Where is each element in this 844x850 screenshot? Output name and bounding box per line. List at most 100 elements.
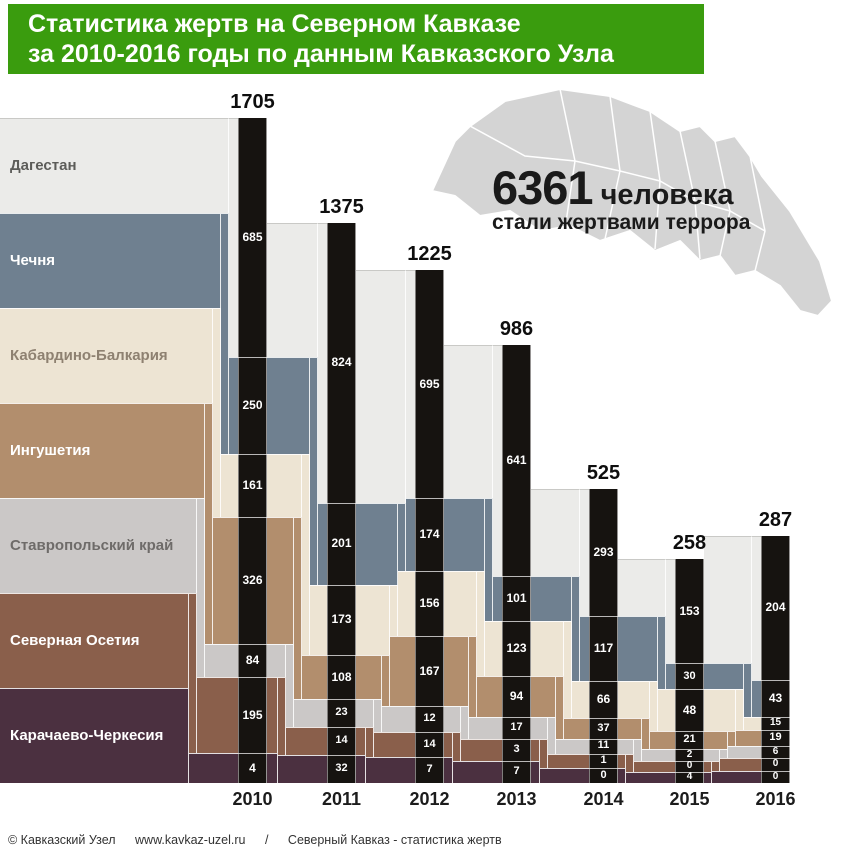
- band-segment-2: [310, 356, 318, 585]
- bar-value-label: 17: [510, 721, 523, 734]
- band-segment-1: [0, 118, 229, 213]
- bar-segment-divider: [761, 729, 790, 731]
- band-segment-6: [366, 727, 374, 758]
- region-label: Чечня: [10, 251, 56, 269]
- band-segment-5: [374, 699, 382, 732]
- bar-segment-divider: [675, 663, 704, 665]
- bar-segment-divider: [761, 770, 790, 772]
- year-axis-label: 2012: [409, 789, 450, 809]
- bar-value-label: 43: [768, 690, 783, 705]
- bar-segment-divider: [415, 757, 444, 759]
- band-segment-6: [278, 676, 286, 755]
- band-segment-5: [0, 498, 197, 593]
- bar-value-label: 7: [513, 765, 520, 778]
- bar-value-label: 174: [419, 526, 440, 541]
- band-segment-5: [286, 644, 294, 727]
- bar-value-label: 201: [331, 536, 352, 551]
- bar-value-label: 21: [683, 733, 696, 746]
- map-outline-icon: [431, 88, 833, 317]
- year-total-bar: [502, 345, 531, 783]
- bar-value-label: 326: [242, 573, 263, 588]
- bar-segment-divider: [589, 768, 618, 770]
- bar-segment-divider: [238, 454, 267, 456]
- bar-value-label: 250: [242, 398, 263, 413]
- bar-value-label: 4: [249, 760, 256, 775]
- band-segment-6: [189, 593, 197, 753]
- year-total-bar: [238, 118, 267, 783]
- bar-segment-divider: [415, 570, 444, 572]
- bar-segment-divider: [589, 738, 618, 740]
- bar-value-label: 156: [419, 596, 440, 610]
- band-segment-4: [294, 517, 302, 699]
- bar-value-label: 94: [509, 688, 524, 703]
- bar-value-label: 1: [600, 754, 607, 767]
- year-axis-label: 2014: [583, 789, 624, 809]
- region-label: Северная Осетия: [10, 631, 140, 649]
- bar-value-label: 19: [769, 730, 782, 743]
- bar-value-label: 4: [686, 771, 693, 783]
- band-segment-6: [626, 753, 634, 772]
- band-segment-1: [267, 223, 318, 357]
- band-segment-5: [720, 749, 728, 759]
- bar-value-label: 15: [769, 716, 782, 728]
- bar-value-label: 695: [419, 376, 440, 391]
- band-segment-4: [728, 731, 736, 746]
- band-segment-3: [564, 620, 572, 719]
- bar-value-label: 101: [506, 591, 527, 606]
- bar-segment-divider: [675, 749, 704, 751]
- footer-separator: /: [264, 833, 269, 847]
- bar-segment-divider: [238, 753, 267, 754]
- bar-value-label: 66: [596, 692, 611, 707]
- grand-total-unit: человека: [600, 179, 734, 211]
- band-segment-4: [382, 655, 390, 707]
- region-label: Дагестан: [10, 156, 77, 174]
- bar-segment-divider: [415, 706, 444, 708]
- year-axis-label: 2016: [755, 789, 796, 809]
- band-segment-2: [744, 663, 752, 717]
- band-segment-1: [444, 345, 493, 498]
- bar-value-label: 30: [683, 669, 696, 682]
- band-segment-6: [540, 739, 548, 769]
- bar-segment-divider: [761, 758, 790, 760]
- bar-value-label: 173: [331, 612, 352, 627]
- band-segment-4: [642, 718, 650, 750]
- bar-segment-divider: [327, 727, 356, 728]
- bar-segment-divider: [238, 644, 267, 646]
- grand-total-callout: 6361 человека стали жертвами террора: [492, 160, 750, 235]
- bar-segment-divider: [589, 681, 618, 683]
- bar-value-label: 108: [331, 669, 352, 684]
- bar-segment-divider: [327, 655, 356, 656]
- bar-segment-divider: [502, 576, 531, 578]
- footer-url: www.kavkaz-uzel.ru: [135, 833, 246, 847]
- bar-value-label: 195: [242, 707, 263, 722]
- year-total-label: 986: [499, 318, 534, 340]
- bar-segment-divider: [589, 753, 618, 755]
- bar-value-label: 2: [686, 748, 693, 760]
- bar-segment-divider: [238, 517, 267, 519]
- bar-segment-divider: [675, 731, 704, 733]
- year-total-label: 525: [586, 462, 621, 484]
- bar-value-label: 685: [242, 229, 263, 244]
- bar-segment-divider: [675, 760, 704, 762]
- bar-segment-divider: [761, 745, 790, 747]
- year-total-label: 1225: [407, 243, 452, 265]
- band-segment-3: [0, 308, 213, 403]
- band-segment-2: [485, 497, 493, 621]
- bar-value-label: 167: [419, 663, 440, 678]
- bar-segment-divider: [502, 620, 531, 622]
- bar-value-label: 0: [600, 768, 607, 781]
- bar-value-label: 11: [597, 739, 610, 752]
- map-silhouette: [431, 88, 833, 317]
- bar-segment-divider: [415, 497, 444, 499]
- footer-copyright: © Кавказский Узел: [8, 833, 116, 847]
- bar-segment-divider: [589, 615, 618, 617]
- bar-value-label: 3: [513, 743, 520, 756]
- band-segment-6: [712, 760, 720, 771]
- band-segment-1: [531, 489, 580, 577]
- year-total-bar: [589, 489, 618, 783]
- grand-total-caption: стали жертвами террора: [492, 211, 751, 234]
- band-segment-2: [658, 615, 666, 690]
- bar-value-label: 161: [242, 478, 263, 493]
- bar-segment-divider: [238, 676, 267, 678]
